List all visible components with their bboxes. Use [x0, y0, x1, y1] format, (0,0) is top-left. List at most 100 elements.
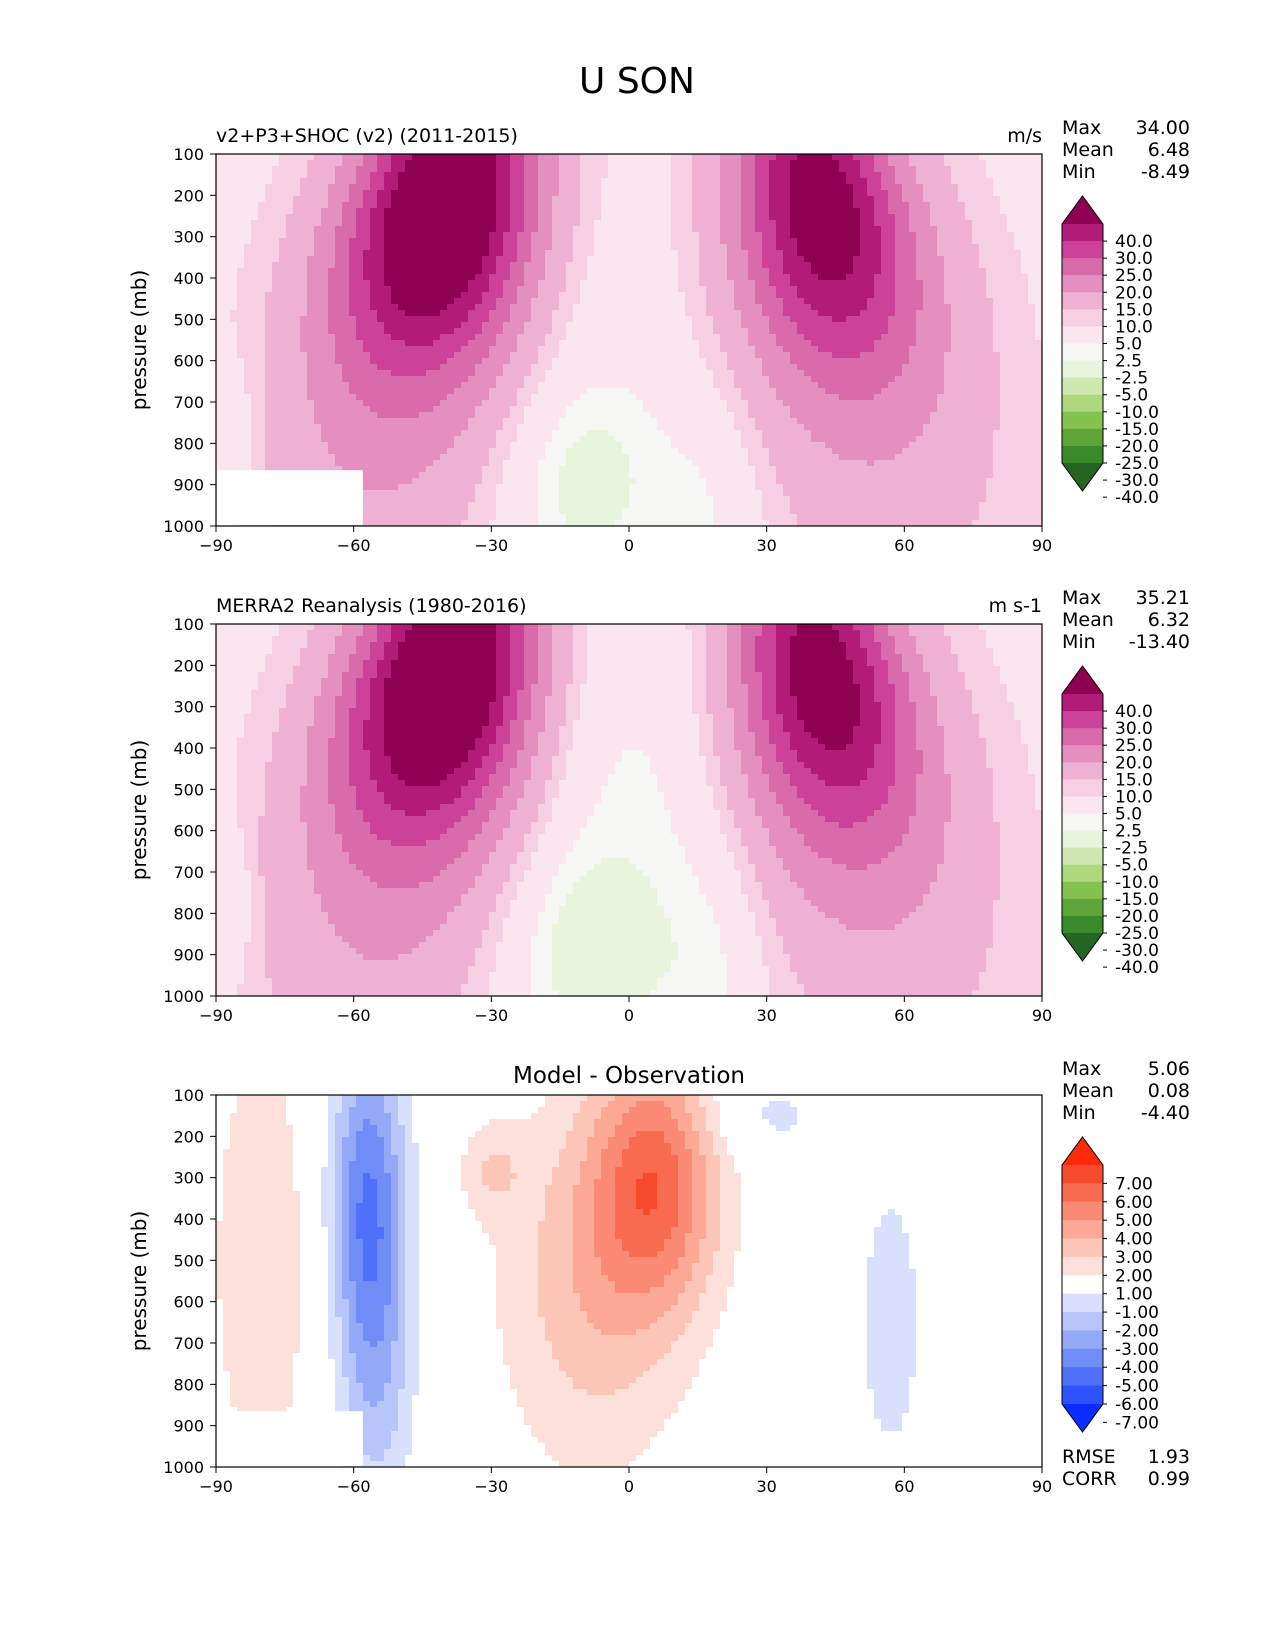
- colorbar-segment: [1062, 830, 1103, 849]
- colorbar-segment: [1062, 762, 1103, 780]
- y-tick-label: 600: [173, 1293, 204, 1312]
- figure-title: U SON: [579, 61, 695, 102]
- y-tick-label: 100: [173, 615, 204, 634]
- stat-value-mean: 6.48: [1148, 139, 1190, 161]
- colorbar-segment: [1062, 224, 1103, 242]
- colorbar-tick-label: 4.00: [1115, 1230, 1153, 1250]
- colorbar-segment: [1062, 1293, 1103, 1313]
- colorbar-tick-label: 10.0: [1115, 787, 1153, 807]
- colorbar-segment: [1062, 309, 1103, 327]
- colorbar-extend-bottom: [1062, 1404, 1103, 1432]
- y-tick-label: 900: [173, 476, 204, 495]
- stat-label-min: Min: [1062, 1102, 1096, 1124]
- colorbar-segment: [1062, 779, 1103, 797]
- colorbar-tick-label: -15.0: [1115, 420, 1159, 440]
- colorbar-tick-label: -2.5: [1115, 839, 1148, 859]
- colorbar-tick-label: -40.0: [1115, 958, 1159, 978]
- colorbar-segment: [1062, 745, 1103, 763]
- y-tick-label: 1000: [163, 517, 204, 536]
- colorbar-segment: [1062, 711, 1103, 729]
- missing-data-mask: [217, 470, 363, 525]
- y-tick-label: 1000: [163, 987, 204, 1006]
- missing-data-mask: [217, 1411, 363, 1466]
- colorbar-segment: [1062, 1312, 1103, 1331]
- colorbar-tick-label: -3.00: [1115, 1340, 1159, 1360]
- colorbar-tick-label: 2.5: [1115, 352, 1142, 372]
- y-tick-label: 800: [173, 904, 204, 923]
- colorbar-segment: [1062, 275, 1103, 293]
- colorbar-segment: [1062, 428, 1103, 447]
- stat-label-max: Max: [1062, 117, 1101, 139]
- y-axis-label: pressure (mb): [127, 1211, 151, 1352]
- colorbar-extend-bottom: [1062, 463, 1103, 491]
- colorbar-segment: [1062, 1165, 1103, 1184]
- x-tick-label: −60: [337, 1006, 371, 1025]
- colorbar-tick-label: -10.0: [1115, 403, 1159, 423]
- x-tick-label: −90: [199, 1477, 233, 1496]
- colorbar-segment: [1062, 1275, 1103, 1295]
- y-axis-label: pressure (mb): [127, 740, 151, 881]
- colorbar-tick-label: 2.00: [1115, 1266, 1153, 1286]
- colorbar-tick-label: 40.0: [1115, 702, 1153, 722]
- y-tick-label: 600: [173, 822, 204, 841]
- colorbar-segment: [1062, 1201, 1103, 1221]
- panel-subtitle: v2+P3+SHOC (v2) (2011-2015): [216, 125, 518, 147]
- colorbar-segment: [1062, 881, 1103, 900]
- x-tick-label: −60: [337, 1477, 371, 1496]
- colorbar-segment: [1062, 864, 1103, 883]
- colorbar-tick-label: -40.0: [1115, 488, 1159, 508]
- y-tick-label: 700: [173, 863, 204, 882]
- colorbar-tick-label: 6.00: [1115, 1193, 1153, 1213]
- colorbar-tick-label: -2.5: [1115, 369, 1148, 389]
- stat-value-max: 35.21: [1136, 587, 1190, 609]
- colorbar-extend-top: [1062, 196, 1103, 224]
- colorbar-tick-label: -25.0: [1115, 454, 1159, 474]
- stat-value-mean: 6.32: [1148, 609, 1190, 631]
- colorbar-tick-label: -25.0: [1115, 924, 1159, 944]
- stat-value-mean: 0.08: [1148, 1080, 1190, 1102]
- y-tick-label: 100: [173, 145, 204, 164]
- colorbar-tick-label: 5.0: [1115, 335, 1142, 355]
- stat-value-rmse: 1.93: [1148, 1446, 1190, 1468]
- colorbar-segment: [1062, 411, 1103, 430]
- x-tick-label: 30: [756, 1477, 776, 1496]
- colorbar-segment: [1062, 1367, 1103, 1387]
- x-tick-label: 90: [1032, 1477, 1052, 1496]
- colorbar-segment: [1062, 813, 1103, 832]
- stat-label-mean: Mean: [1062, 609, 1114, 631]
- y-tick-label: 400: [173, 269, 204, 288]
- colorbar-segment: [1062, 847, 1103, 866]
- x-tick-label: −90: [199, 536, 233, 555]
- colorbar-tick-label: -6.00: [1115, 1395, 1159, 1415]
- y-tick-label: 700: [173, 393, 204, 412]
- colorbar-0: 40.030.025.020.015.010.05.02.5-2.5-5.0-1…: [1061, 195, 1159, 508]
- colorbar-tick-label: 30.0: [1115, 249, 1153, 269]
- stat-label-min: Min: [1062, 631, 1096, 653]
- stat-label-max: Max: [1062, 1058, 1101, 1080]
- y-axis-label: pressure (mb): [127, 270, 151, 411]
- colorbar-tick-label: 30.0: [1115, 719, 1153, 739]
- colorbar-tick-label: 20.0: [1115, 283, 1153, 303]
- stat-label-mean: Mean: [1062, 1080, 1114, 1102]
- y-tick-label: 400: [173, 739, 204, 758]
- colorbar-tick-label: 1.00: [1115, 1285, 1153, 1305]
- colorbar-segment: [1062, 898, 1103, 917]
- colorbar-tick-label: -10.0: [1115, 873, 1159, 893]
- y-tick-label: 300: [173, 698, 204, 717]
- colorbar-segment: [1062, 258, 1103, 276]
- colorbar-segment: [1062, 241, 1103, 259]
- y-tick-label: 800: [173, 1375, 204, 1394]
- colorbar-2: 7.006.005.004.003.002.001.00-1.00-2.00-3…: [1061, 1136, 1159, 1433]
- colorbar-tick-label: 2.5: [1115, 822, 1142, 842]
- colorbar-1: 40.030.025.020.015.010.05.02.5-2.5-5.0-1…: [1061, 665, 1159, 978]
- colorbar-tick-label: -2.00: [1115, 1321, 1159, 1341]
- colorbar-segment: [1062, 292, 1103, 310]
- colorbar-tick-label: -4.00: [1115, 1358, 1159, 1378]
- y-tick-label: 900: [173, 946, 204, 965]
- colorbar-tick-label: 5.0: [1115, 805, 1142, 825]
- y-tick-label: 600: [173, 352, 204, 371]
- y-tick-label: 700: [173, 1334, 204, 1353]
